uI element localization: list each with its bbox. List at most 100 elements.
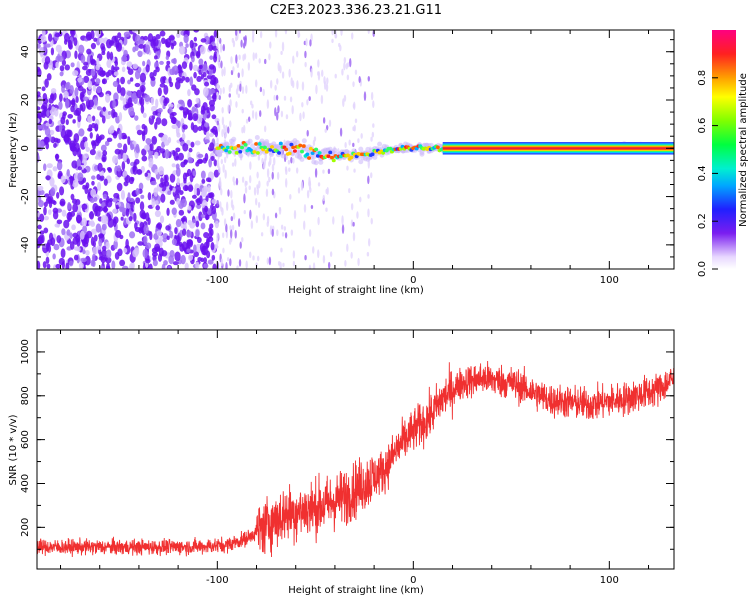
noise-point xyxy=(101,78,106,84)
track-point xyxy=(254,142,259,146)
noise-point xyxy=(75,95,79,104)
noise-point xyxy=(44,127,51,137)
noise-point xyxy=(120,189,125,200)
noise-point xyxy=(66,169,70,177)
noise-point xyxy=(203,122,210,128)
noise-point xyxy=(172,57,177,65)
noise-point xyxy=(295,50,299,58)
noise-point xyxy=(63,32,70,43)
noise-point xyxy=(280,110,284,118)
noise-point xyxy=(121,66,126,73)
noise-point xyxy=(225,223,228,233)
noise-point xyxy=(103,215,109,225)
noise-point xyxy=(216,36,220,43)
noise-point xyxy=(235,177,239,186)
spectrogram-frame xyxy=(36,29,675,270)
noise-point xyxy=(179,182,185,187)
noise-point xyxy=(281,41,285,52)
noise-point xyxy=(249,209,252,220)
noise-point xyxy=(91,253,96,263)
noise-point xyxy=(238,259,242,267)
noise-point xyxy=(234,158,237,167)
noise-point xyxy=(82,136,88,143)
noise-point xyxy=(177,64,182,71)
track-halo xyxy=(280,153,286,159)
noise-point xyxy=(38,46,45,56)
noise-point xyxy=(101,154,107,163)
noise-point xyxy=(159,83,166,88)
noise-point xyxy=(255,215,259,224)
snr-panel: -100 0 100 200 400 600 800 1000 Height of strai… xyxy=(8,329,675,596)
noise-point xyxy=(175,219,182,228)
noise-point xyxy=(127,97,133,106)
noise-point xyxy=(187,116,194,121)
noise-point xyxy=(239,83,242,92)
noise-point xyxy=(206,95,212,101)
noise-point xyxy=(91,140,97,150)
noise-point xyxy=(82,249,86,255)
noise-point xyxy=(170,116,177,124)
noise-point xyxy=(218,176,222,187)
noise-point xyxy=(95,208,101,217)
noise-point xyxy=(310,33,313,42)
noise-point xyxy=(222,124,226,129)
noise-point xyxy=(218,166,221,173)
noise-point xyxy=(204,35,210,45)
noise-point xyxy=(47,195,54,204)
y-tick-label: -40 xyxy=(20,237,31,253)
noise-point xyxy=(277,62,280,72)
noise-point xyxy=(304,255,307,261)
noise-point xyxy=(169,230,174,239)
noise-point xyxy=(238,54,241,61)
track-halo xyxy=(301,138,307,144)
noise-point xyxy=(155,33,161,40)
noise-point xyxy=(243,37,247,47)
snr-marks xyxy=(37,360,674,558)
noise-point xyxy=(348,139,351,146)
noise-point xyxy=(46,263,51,269)
track-point xyxy=(236,144,241,148)
noise-point xyxy=(194,140,201,146)
noise-point xyxy=(123,49,128,57)
noise-point xyxy=(249,161,252,170)
noise-point xyxy=(42,102,48,110)
noise-point xyxy=(66,212,73,221)
noise-point xyxy=(123,31,131,38)
noise-point xyxy=(317,182,321,187)
noise-point xyxy=(301,101,304,108)
noise-point xyxy=(274,212,278,219)
noise-point xyxy=(61,209,67,217)
noise-point xyxy=(57,55,64,62)
noise-point xyxy=(287,159,291,165)
noise-point xyxy=(220,158,224,165)
noise-point xyxy=(193,36,198,42)
track-point xyxy=(370,152,375,157)
noise-point xyxy=(96,86,102,94)
noise-point xyxy=(159,215,165,224)
noise-point xyxy=(178,241,183,247)
track-point xyxy=(234,151,239,155)
noise-point xyxy=(186,108,190,115)
noise-point xyxy=(37,43,41,49)
noise-point xyxy=(235,88,239,95)
noise-point xyxy=(134,82,141,88)
noise-point xyxy=(130,143,135,151)
noise-point xyxy=(245,260,248,269)
noise-point xyxy=(216,137,219,145)
noise-point xyxy=(161,263,166,269)
noise-point xyxy=(140,104,145,114)
noise-point xyxy=(291,105,294,115)
noise-point xyxy=(50,88,57,94)
noise-point xyxy=(169,173,176,183)
track-point xyxy=(305,152,310,157)
noise-point xyxy=(171,66,175,76)
noise-point xyxy=(95,64,100,71)
noise-point xyxy=(49,177,55,187)
track-point xyxy=(299,149,304,154)
noise-point xyxy=(90,68,96,77)
noise-point xyxy=(82,96,89,102)
noise-point xyxy=(44,78,49,88)
noise-point xyxy=(370,136,373,142)
noise-point xyxy=(266,257,270,265)
noise-point xyxy=(81,203,88,210)
